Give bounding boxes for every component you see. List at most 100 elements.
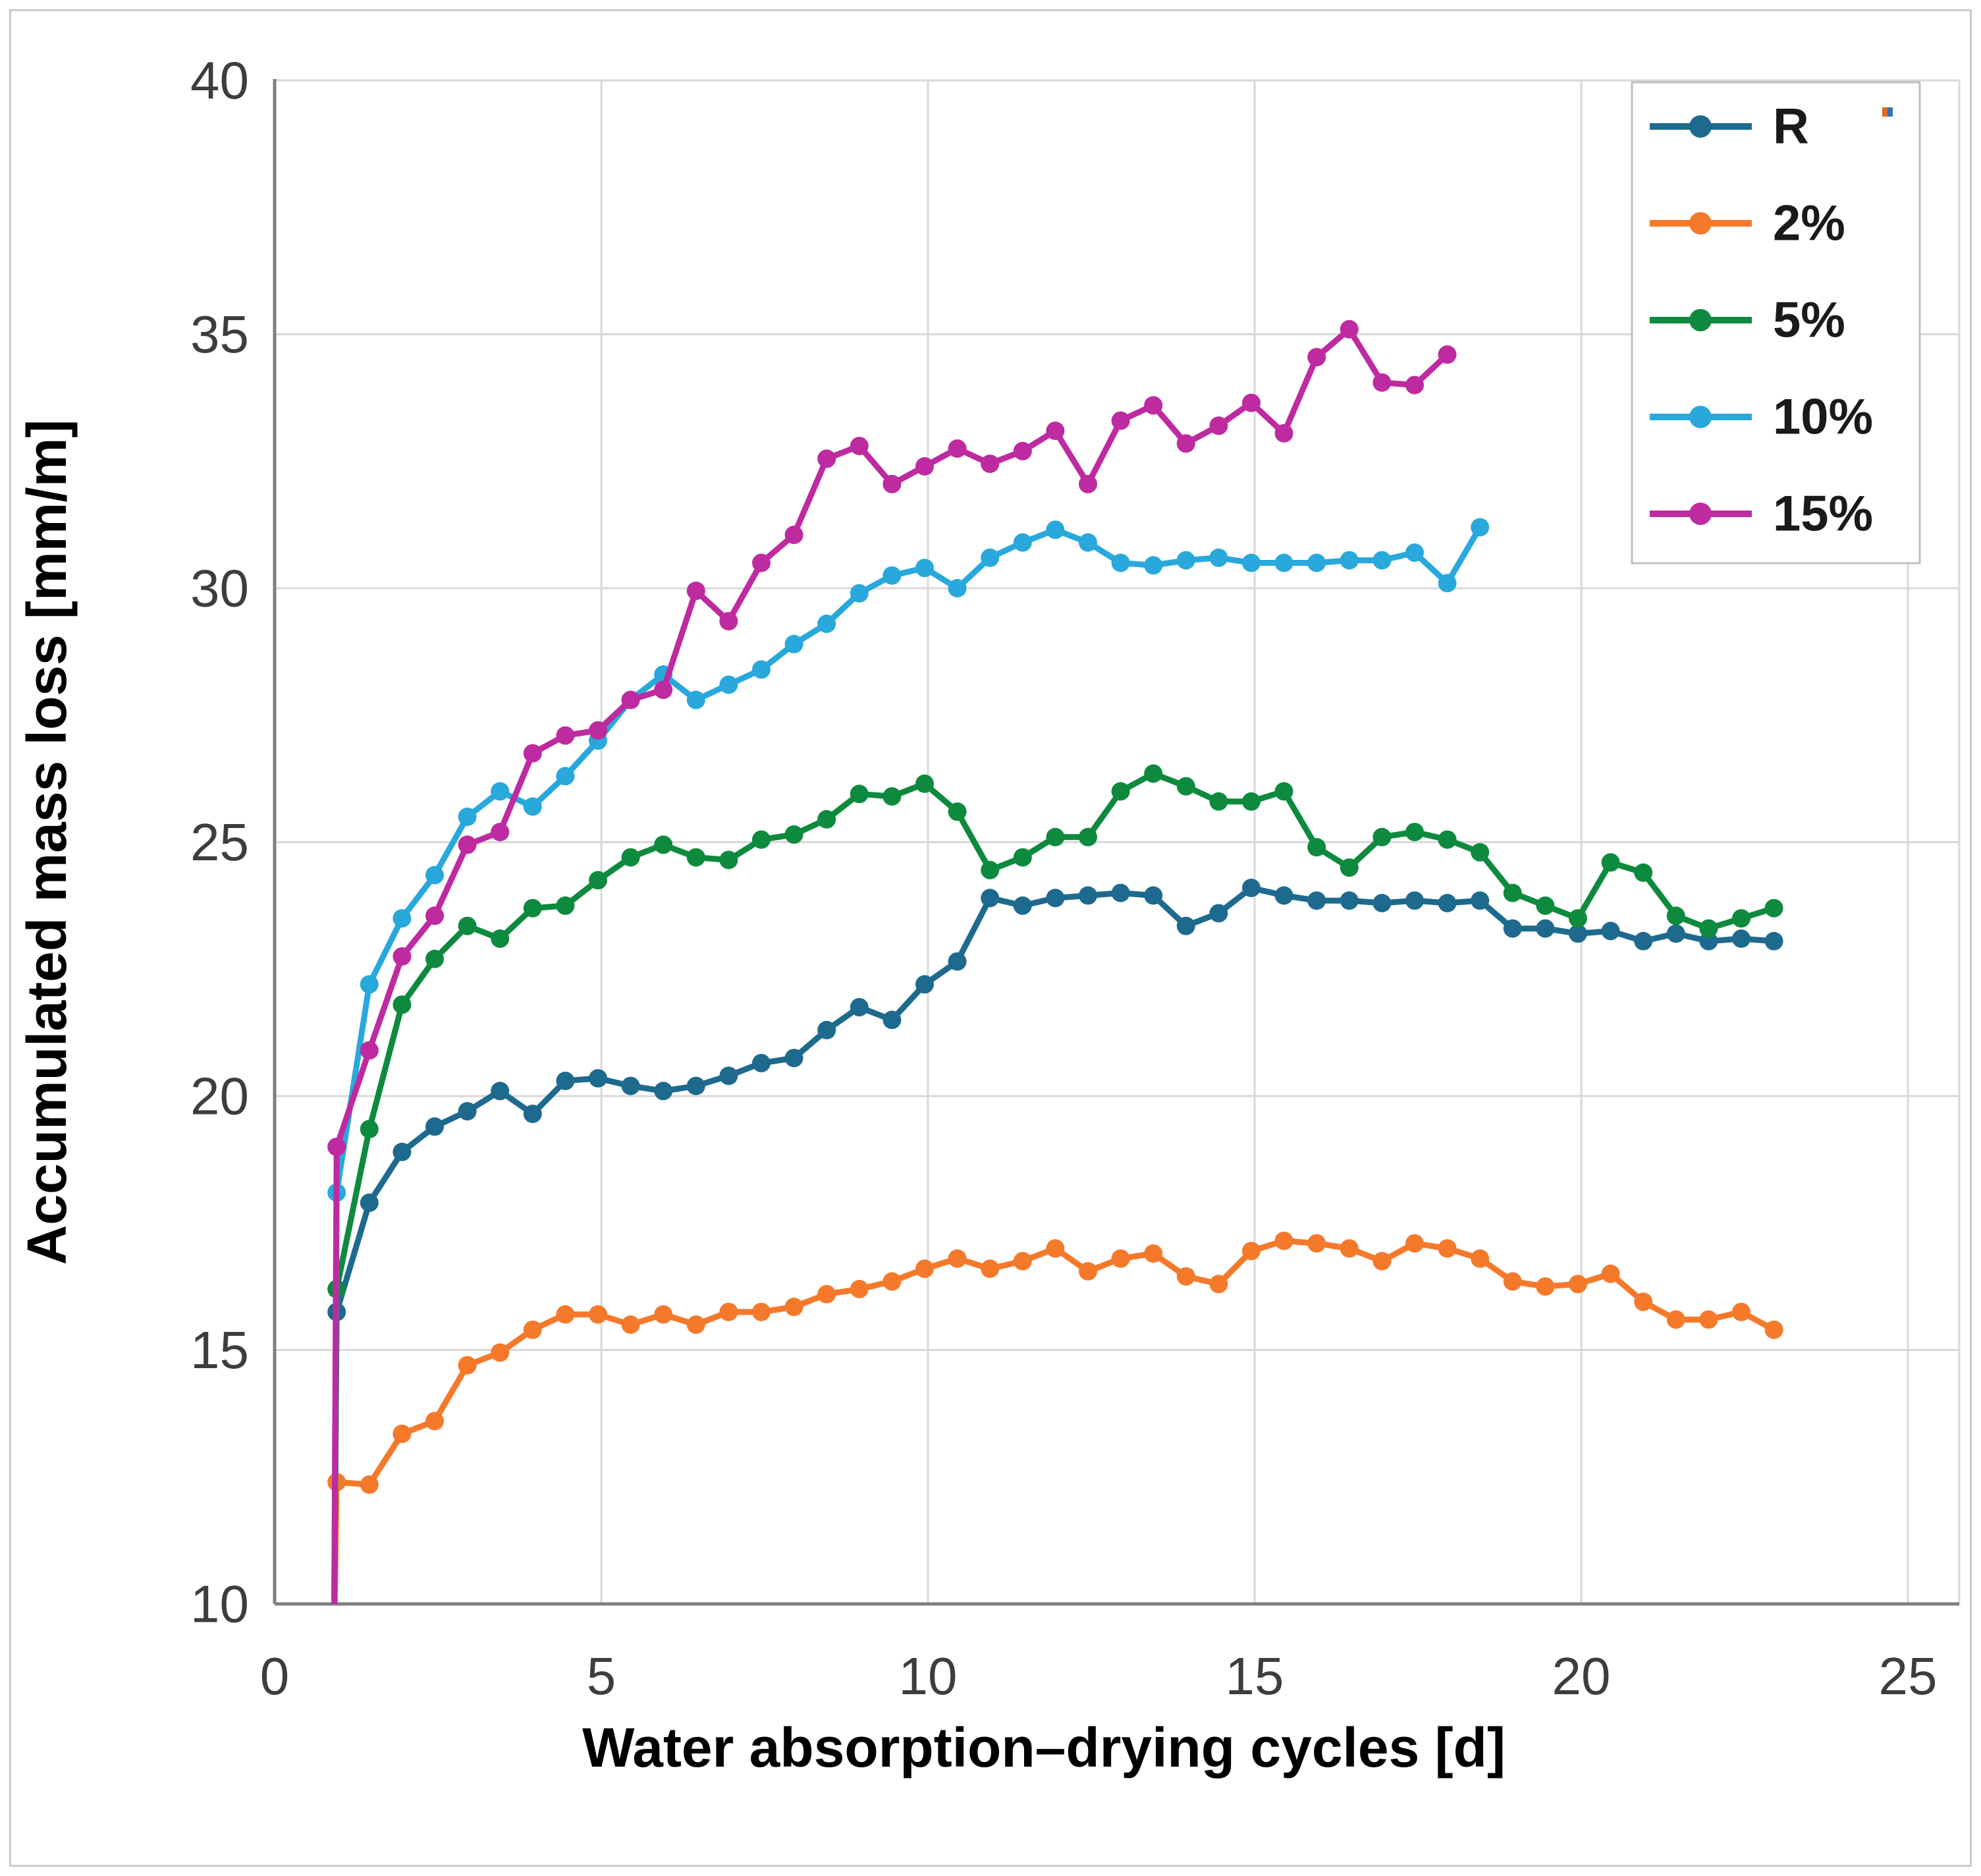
data-point — [393, 1142, 412, 1161]
data-point — [556, 896, 575, 915]
data-point — [1471, 891, 1490, 910]
data-point — [1569, 1275, 1587, 1294]
data-point — [1274, 553, 1293, 572]
series-line-R — [331, 885, 1777, 1604]
data-point — [1405, 891, 1424, 910]
legend-label: 10% — [1773, 389, 1873, 445]
legend-marker-icon — [1689, 212, 1712, 234]
data-point — [850, 998, 869, 1017]
data-point — [1013, 896, 1032, 915]
data-point — [523, 744, 542, 763]
data-point — [621, 1315, 640, 1334]
legend-item-10%: 10% — [1650, 389, 1873, 445]
series-15% — [327, 319, 1457, 1604]
data-point — [1732, 909, 1750, 928]
data-point — [1340, 858, 1359, 877]
data-point — [1144, 1244, 1163, 1263]
data-point — [882, 1272, 902, 1291]
data-point — [948, 579, 967, 597]
legend-marker-icon — [1689, 503, 1712, 525]
data-point — [1144, 556, 1163, 575]
data-point — [719, 612, 738, 631]
data-point — [719, 1066, 738, 1086]
series-group — [327, 319, 1783, 1604]
data-point — [589, 721, 607, 740]
data-point — [1405, 375, 1424, 395]
data-point — [817, 1284, 836, 1304]
data-point — [1438, 894, 1457, 912]
data-point — [1372, 894, 1392, 912]
data-point — [458, 1356, 477, 1375]
data-point — [981, 1259, 1000, 1279]
data-point — [915, 1259, 934, 1279]
legend-item-2%: 2% — [1650, 196, 1845, 252]
data-point — [1242, 393, 1261, 412]
data-point — [1307, 1234, 1326, 1253]
data-point — [458, 835, 477, 854]
data-point — [1274, 1231, 1293, 1250]
data-point — [1144, 886, 1163, 905]
data-point — [393, 1424, 412, 1443]
y-tick-label-20: 20 — [190, 1067, 249, 1126]
data-point — [784, 1298, 803, 1316]
data-point — [752, 830, 771, 849]
data-point — [948, 439, 967, 458]
data-point — [1176, 551, 1195, 570]
series-line-15% — [331, 326, 1451, 1604]
series-10% — [327, 518, 1490, 1604]
data-point — [1209, 416, 1228, 435]
data-point — [1307, 348, 1326, 367]
data-point — [1079, 533, 1097, 552]
data-point — [1176, 916, 1195, 935]
data-point — [1372, 1252, 1392, 1271]
data-point — [1536, 1277, 1555, 1296]
y-tick-label-10: 10 — [190, 1575, 249, 1634]
data-point — [1340, 551, 1359, 570]
data-point — [458, 808, 477, 826]
data-point — [1503, 883, 1522, 902]
legend-marker-icon — [1689, 115, 1712, 138]
data-point — [654, 835, 673, 854]
legend-label: 5% — [1773, 292, 1845, 348]
series-line-5% — [331, 770, 1777, 1604]
data-point — [850, 785, 869, 804]
data-point — [948, 802, 967, 821]
data-point — [491, 782, 510, 801]
data-point — [1307, 553, 1326, 572]
legend-label: 15% — [1773, 486, 1873, 542]
x-tick-label-15: 15 — [1226, 1647, 1284, 1705]
data-point — [784, 634, 803, 653]
data-point — [1046, 1239, 1065, 1258]
data-point — [752, 553, 771, 572]
data-point — [393, 995, 412, 1014]
x-tick-label-25: 25 — [1879, 1647, 1938, 1705]
legend-item-5%: 5% — [1650, 292, 1845, 348]
data-point — [817, 615, 836, 633]
artifact-dot-left — [1882, 107, 1887, 117]
data-point — [915, 774, 934, 793]
data-point — [1438, 345, 1457, 364]
series-line-10% — [331, 524, 1483, 1604]
data-point — [1764, 1320, 1783, 1339]
artifact-dot-right — [1887, 107, 1893, 117]
data-point — [719, 675, 738, 694]
data-point — [523, 1105, 542, 1123]
legend-marker-icon — [1689, 406, 1712, 428]
data-point — [1340, 1239, 1359, 1258]
legend-item-R: R — [1650, 99, 1809, 155]
data-point — [425, 949, 444, 968]
data-point — [719, 850, 738, 869]
data-point — [425, 1117, 444, 1136]
data-point — [1209, 548, 1228, 567]
data-point — [1307, 891, 1326, 910]
data-point — [1046, 889, 1065, 908]
data-point — [1634, 931, 1653, 951]
data-point — [1471, 1249, 1490, 1268]
data-point — [1372, 373, 1392, 392]
data-point — [686, 1076, 705, 1095]
data-point — [981, 455, 1000, 474]
data-point — [686, 848, 705, 867]
data-point — [1569, 909, 1587, 928]
legend-label: R — [1773, 99, 1809, 155]
